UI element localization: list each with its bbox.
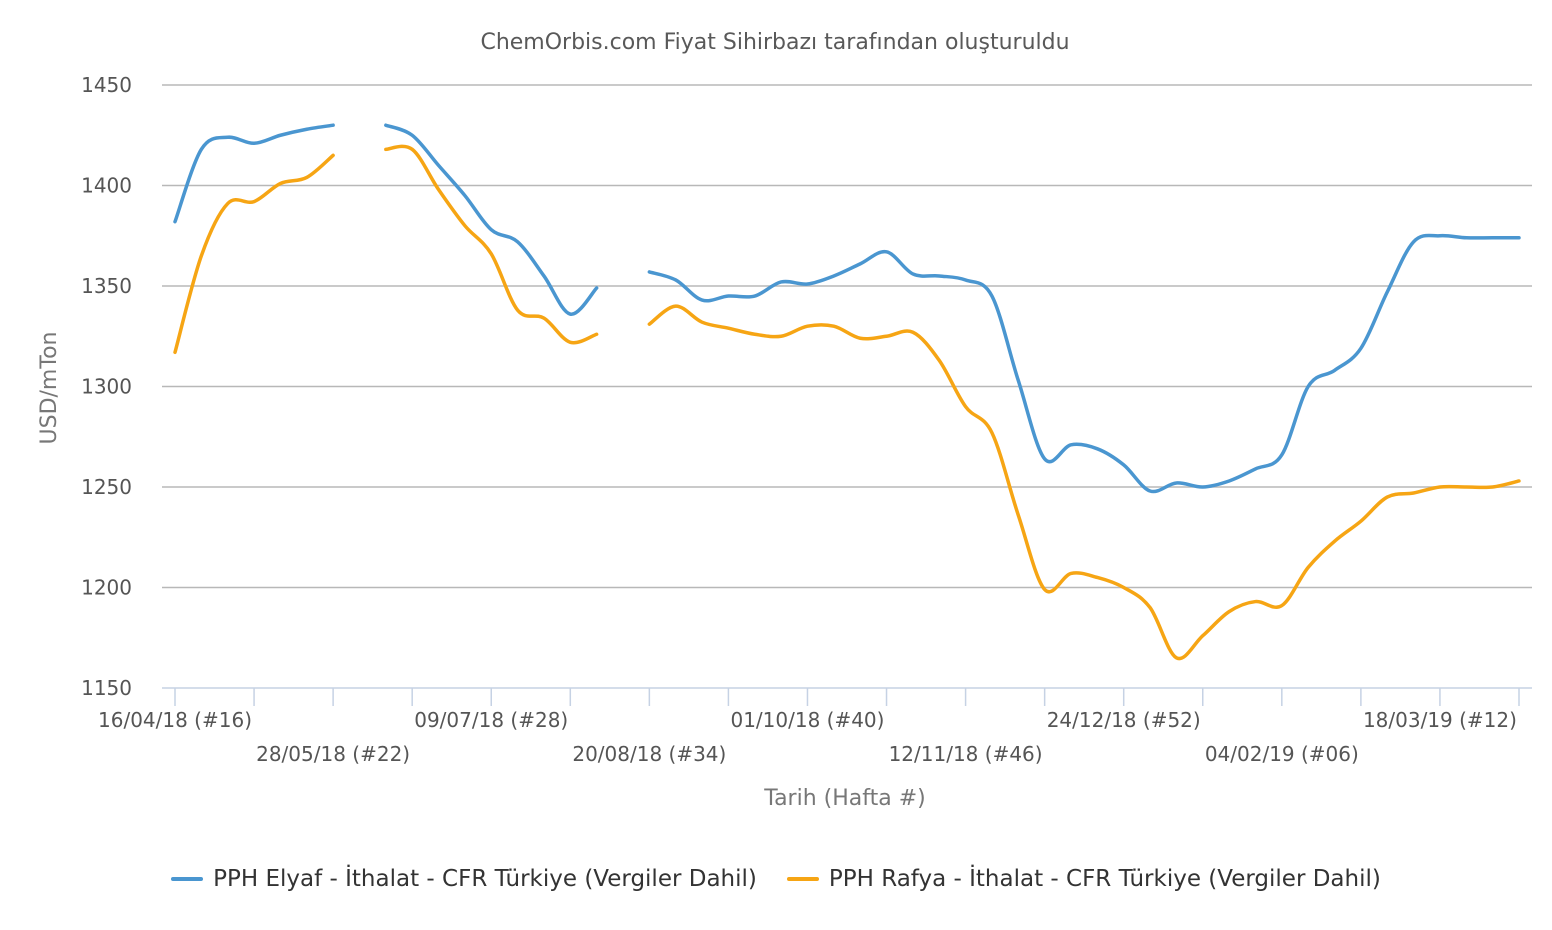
legend-label-rafya: PPH Rafya - İthalat - CFR Türkiye (Vergi…: [828, 866, 1381, 892]
legend-item-elyaf[interactable]: PPH Elyaf - İthalat - CFR Türkiye (Vergi…: [171, 866, 757, 892]
x-tick-label: 01/10/18 (#40): [730, 708, 884, 732]
series-line-elyaf: [384, 123, 599, 316]
x-tick-label: 09/07/18 (#28): [414, 708, 568, 732]
y-tick-label: 1250: [81, 475, 132, 499]
y-tick-label: 1350: [81, 274, 132, 298]
x-tick-label: 16/04/18 (#16): [98, 708, 252, 732]
chart-legend: PPH Elyaf - İthalat - CFR Türkiye (Vergi…: [0, 866, 1552, 892]
x-tick-label: 20/08/18 (#34): [572, 742, 726, 766]
x-tick-label: 12/11/18 (#46): [889, 742, 1043, 766]
x-tick-label: 24/12/18 (#52): [1047, 708, 1201, 732]
x-axis: 16/04/18 (#16)28/05/18 (#22)09/07/18 (#2…: [98, 687, 1532, 766]
y-tick-label: 1400: [81, 174, 132, 198]
y-tick-label: 1150: [81, 676, 132, 700]
chart-title: ChemOrbis.com Fiyat Sihirbazı tarafından…: [480, 30, 1069, 55]
x-tick-label: 04/02/19 (#06): [1205, 742, 1359, 766]
y-tick-label: 1450: [81, 73, 132, 97]
x-tick-label: 18/03/19 (#12): [1363, 708, 1517, 732]
x-tick-label: 28/05/18 (#22): [256, 742, 410, 766]
series-line-elyaf: [647, 233, 1521, 494]
y-tick-label: 1300: [81, 375, 132, 399]
y-axis: 1150 1200 1250 1300 1350 1400 1450: [81, 73, 132, 700]
series-line-elyaf: [173, 123, 335, 224]
legend-swatch-elyaf: [171, 877, 204, 881]
series-line-rafya: [173, 153, 335, 355]
line-chart: ChemOrbis.com Fiyat Sihirbazı tarafından…: [37, 30, 1532, 811]
grid-layer: [162, 84, 1532, 589]
series-line-rafya: [647, 304, 1521, 661]
legend-swatch-rafya: [786, 877, 819, 881]
series-layer: [173, 123, 1521, 661]
series-line-rafya: [384, 144, 599, 345]
y-axis-title: USD/mTon: [37, 332, 62, 445]
x-axis-title: Tarih (Hafta #): [763, 786, 925, 811]
legend-item-rafya[interactable]: PPH Rafya - İthalat - CFR Türkiye (Vergi…: [786, 866, 1381, 892]
legend-label-elyaf: PPH Elyaf - İthalat - CFR Türkiye (Vergi…: [213, 866, 757, 892]
y-tick-label: 1200: [81, 576, 132, 600]
